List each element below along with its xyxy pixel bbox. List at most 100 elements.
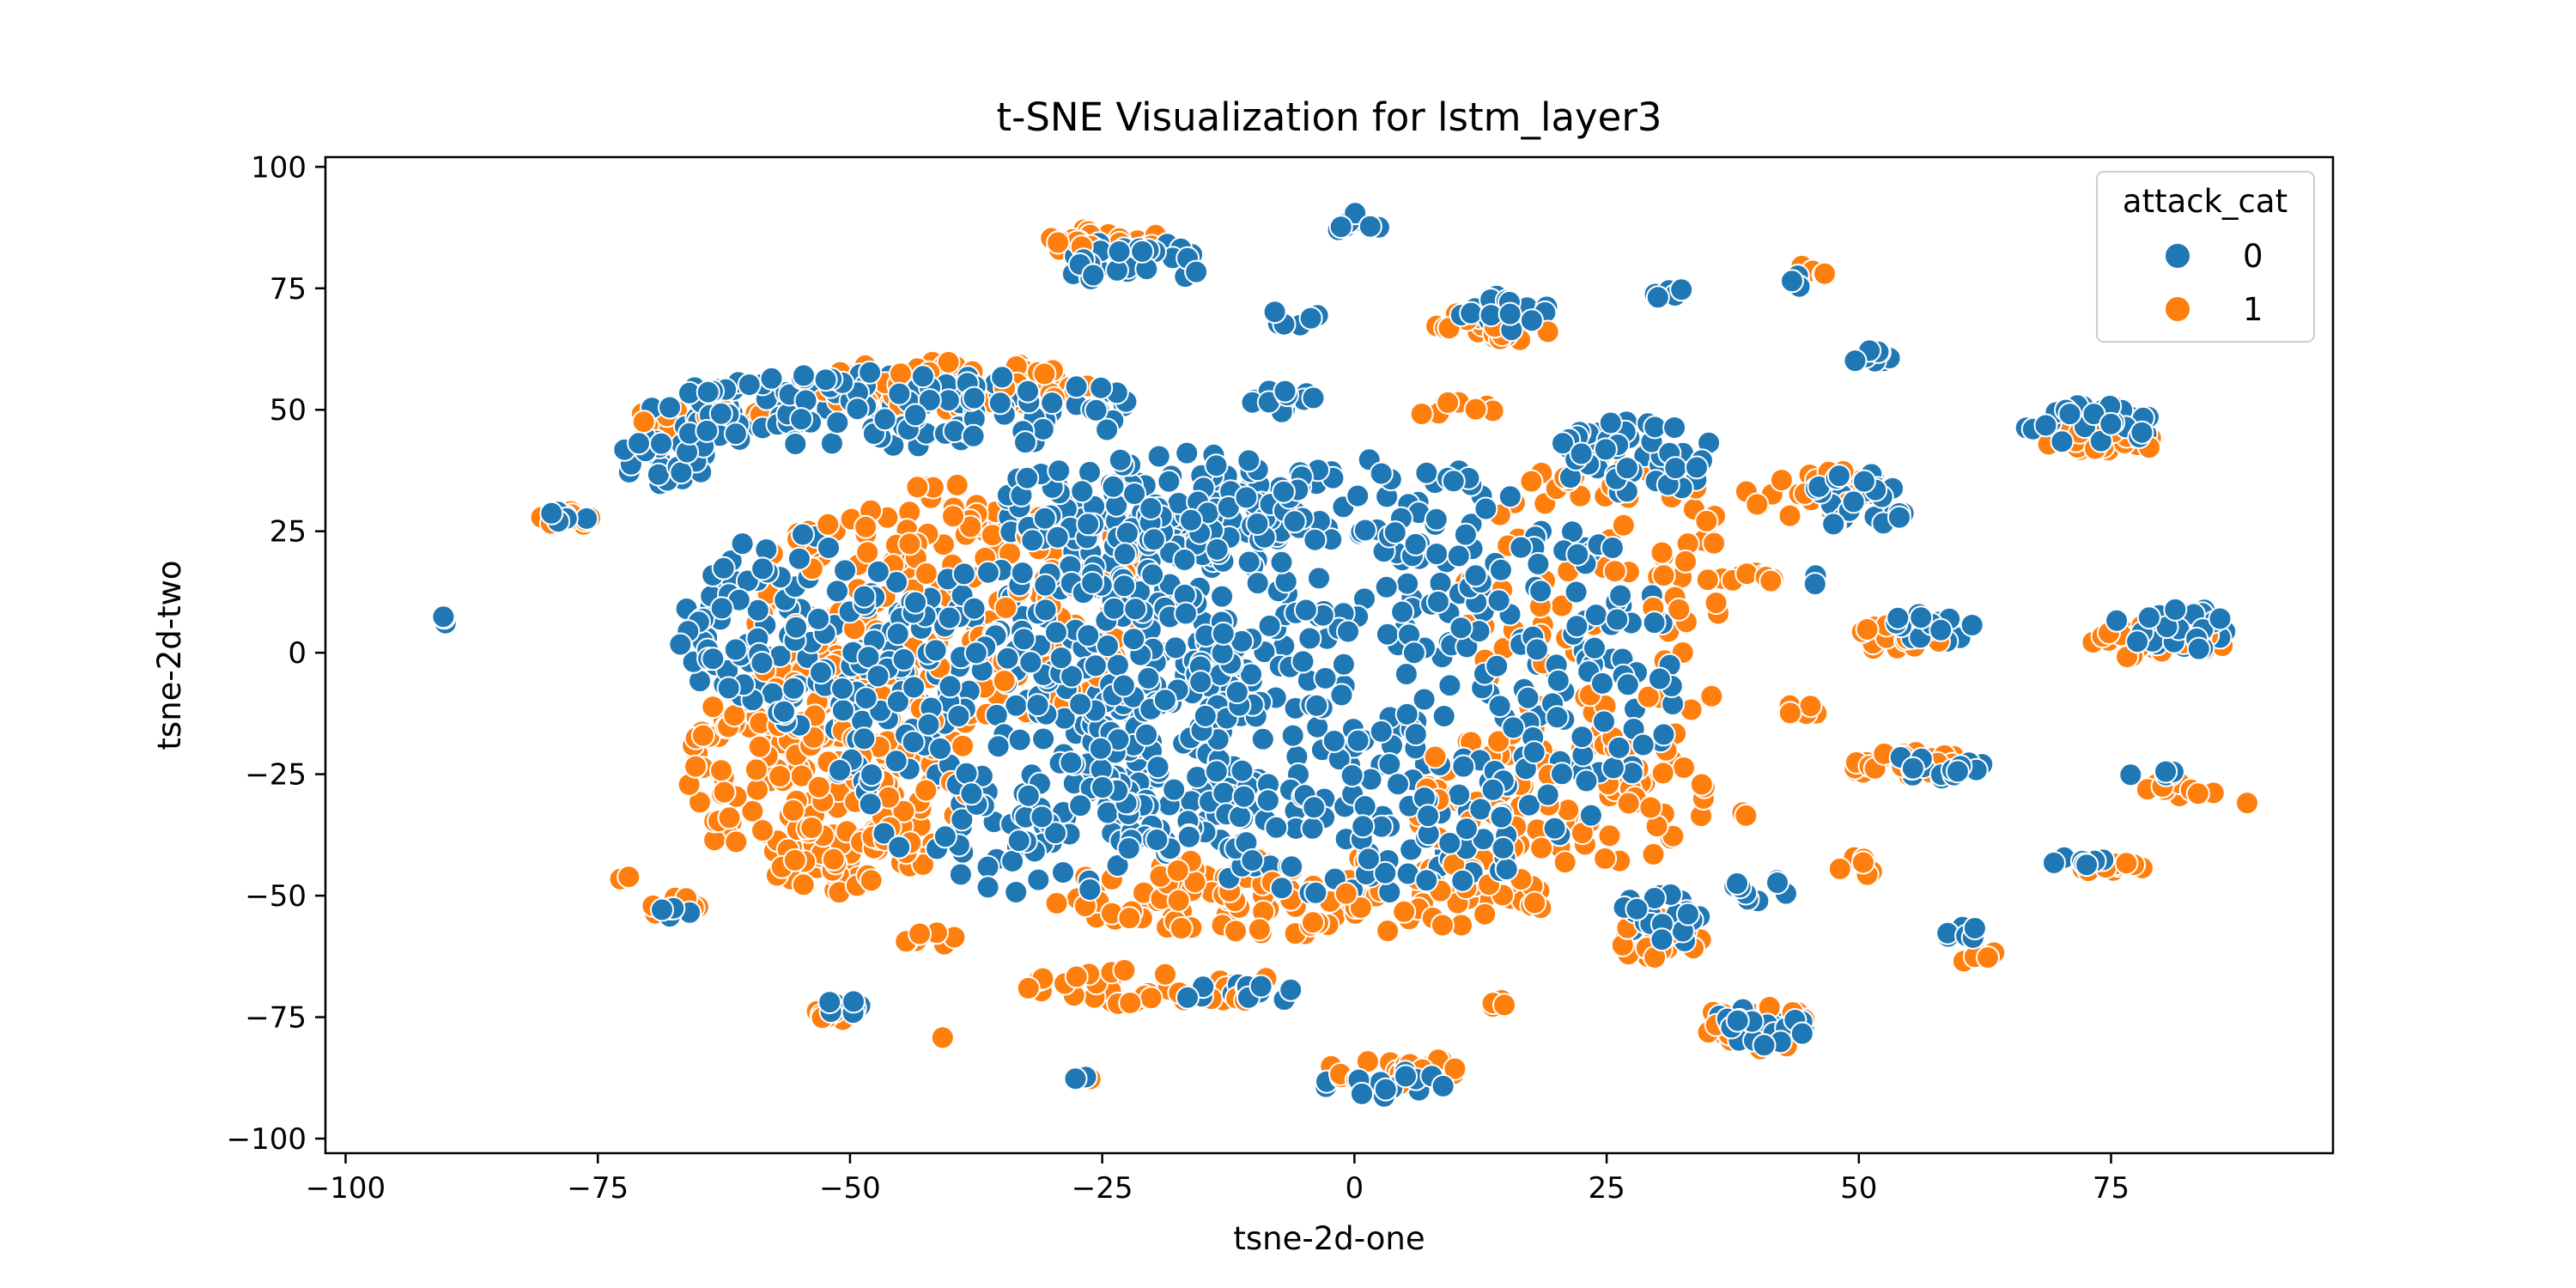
scatter-point-series-0 (954, 761, 979, 786)
scatter-point-series-0 (1304, 693, 1329, 718)
scatter-point-series-0 (902, 675, 927, 700)
scatter-point-series-1 (1699, 683, 1724, 708)
x-axis: −100 −75 −50 −25 0 25 50 75 (306, 1153, 2129, 1206)
scatter-point-series-0 (1565, 542, 1590, 567)
scatter-point-series-0 (1352, 518, 1377, 543)
scatter-point-series-0 (1145, 828, 1170, 852)
scatter-point-series-0 (884, 570, 909, 594)
scatter-point-series-1 (914, 562, 939, 586)
scatter-point-series-1 (1672, 756, 1696, 780)
scatter-point-series-0 (1112, 574, 1137, 598)
scatter-point-series-1 (1486, 729, 1511, 754)
scatter-point-series-0 (2154, 759, 2178, 784)
scatter-point-series-0 (1088, 736, 1113, 761)
scatter-point-series-1 (1139, 986, 1163, 1011)
scatter-point-series-1 (1616, 791, 1641, 816)
scatter-point-series-1 (1169, 916, 1194, 940)
scatter-point-series-0 (1375, 622, 1400, 647)
scatter-point-series-0 (946, 704, 971, 728)
scatter-point-series-0 (1016, 379, 1040, 404)
scatter-point-series-0 (1255, 788, 1280, 813)
y-tick-label: −100 (227, 1122, 307, 1157)
scatter-point-series-1 (992, 669, 1017, 693)
scatter-point-series-1 (750, 818, 775, 843)
scatter-point-series-1 (1473, 902, 1498, 927)
scatter-point-series-0 (1414, 868, 1439, 893)
y-axis-label: tsne-2d-two (151, 560, 188, 750)
scatter-point-series-1 (806, 775, 831, 799)
scatter-point-series-0 (1615, 672, 1640, 697)
scatter-point-series-0 (1340, 763, 1364, 788)
scatter-point-series-1 (1734, 803, 1759, 828)
scatter-point-series-1 (781, 798, 805, 823)
x-tick-label: −75 (567, 1171, 629, 1206)
scatter-point-series-0 (872, 407, 897, 432)
scatter-point-series-0 (1070, 479, 1095, 504)
scatter-point-series-0 (1351, 814, 1376, 839)
scatter-point-series-0 (1007, 727, 1032, 752)
scatter-point-series-0 (1607, 735, 1631, 760)
scatter-point-series-0 (858, 792, 883, 817)
scatter-point-series-0 (730, 532, 755, 556)
scatter-point-series-0 (1535, 782, 1560, 807)
scatter-point-series-1 (1430, 913, 1455, 938)
scatter-point-series-1 (1813, 261, 1837, 286)
scatter-point-series-1 (701, 695, 726, 720)
scatter-point-series-0 (948, 862, 973, 887)
scatter-point-series-1 (782, 848, 807, 872)
scatter-point-series-0 (817, 536, 841, 560)
scatter-point-series-1 (854, 514, 878, 539)
scatter-point-series-1 (1334, 881, 1358, 906)
scatter-point-series-0 (696, 380, 720, 404)
scatter-point-series-0 (1401, 641, 1426, 665)
scatter-point-series-0 (1211, 621, 1236, 646)
scatter-point-series-0 (1060, 664, 1084, 689)
scatter-point-series-1 (747, 734, 772, 759)
scatter-point-series-0 (2075, 853, 2099, 878)
scatter-point-series-0 (975, 875, 1000, 900)
scatter-point-series-0 (2136, 605, 2161, 630)
scatter-point-series-1 (1674, 549, 1698, 574)
scatter-point-series-0 (1045, 525, 1070, 550)
y-axis: −100 −75 −50 −25 0 25 50 75 100 (227, 150, 325, 1157)
scatter-point-series-0 (1010, 561, 1035, 586)
scatter-point-series-1 (1519, 469, 1544, 494)
scatter-point-series-0 (2105, 608, 2129, 633)
scatter-point-series-0 (1078, 878, 1103, 902)
scatter-point-series-0 (781, 676, 806, 701)
scatter-point-series-0 (1146, 444, 1171, 469)
scatter-point-series-1 (1423, 744, 1448, 769)
scatter-point-series-0 (1590, 671, 1614, 696)
scatter-point-series-0 (975, 854, 1000, 879)
scatter-point-series-0 (1545, 705, 1570, 730)
scatter-point-series-0 (845, 397, 870, 422)
scatter-point-series-0 (1451, 754, 1476, 779)
scatter-point-series-0 (1015, 465, 1040, 490)
legend-marker-1 (2164, 295, 2191, 323)
scatter-point-series-0 (1390, 599, 1415, 624)
scatter-point-series-1 (1855, 617, 1880, 641)
scatter-point-series-0 (1136, 665, 1161, 690)
scatter-point-series-1 (1593, 846, 1618, 871)
scatter-point-series-0 (891, 647, 916, 671)
scatter-point-series-0 (1945, 759, 1970, 784)
scatter-point-series-0 (1647, 666, 1672, 691)
scatter-point-series-0 (1431, 704, 1456, 728)
scatter-point-series-1 (1651, 563, 1676, 588)
scatter-point-series-0 (1273, 569, 1298, 594)
scatter-point-series-0 (1425, 542, 1449, 567)
scatter-point-series-0 (1204, 453, 1229, 478)
scatter-point-series-1 (908, 921, 933, 946)
legend-marker-0 (2164, 242, 2191, 270)
scatter-point-series-1 (1850, 850, 1875, 875)
scatter-point-series-0 (1105, 854, 1130, 878)
scatter-point-series-0 (1234, 485, 1259, 510)
scatter-point-series-0 (1645, 285, 1670, 310)
y-tick-label: −25 (245, 758, 307, 793)
scatter-point-series-0 (1852, 469, 1876, 494)
scatter-point-series-0 (1437, 673, 1462, 698)
scatter-point-series-0 (959, 781, 984, 806)
scatter-point-series-0 (1843, 349, 1868, 374)
scatter-point-series-0 (1352, 794, 1377, 819)
scatter-point-series-0 (833, 558, 858, 583)
